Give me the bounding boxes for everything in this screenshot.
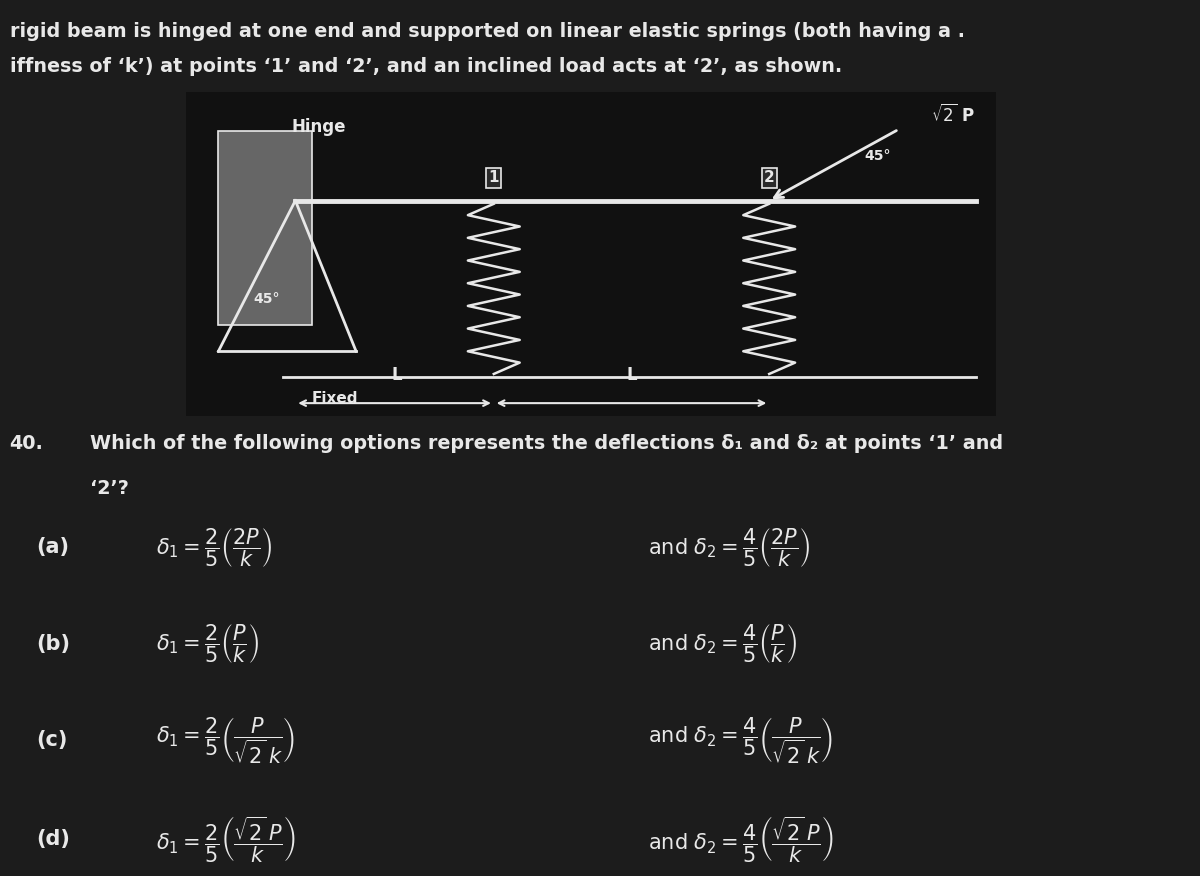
Text: L: L [391,366,402,385]
Text: 2: 2 [764,170,774,186]
Text: $\delta_1 = \dfrac{2}{5}\left(\dfrac{\sqrt{2}\,P}{k}\right)$: $\delta_1 = \dfrac{2}{5}\left(\dfrac{\sq… [156,814,296,865]
Text: (d): (d) [36,830,70,849]
Text: Fixed: Fixed [312,392,358,406]
Text: and $\delta_2 = \dfrac{4}{5}\left(\dfrac{2P}{k}\right)$: and $\delta_2 = \dfrac{4}{5}\left(\dfrac… [648,526,810,569]
Bar [218,131,312,325]
Text: rigid beam is hinged at one end and supported on linear elastic springs (both ha: rigid beam is hinged at one end and supp… [10,22,965,41]
Text: and $\delta_2 = \dfrac{4}{5}\left(\dfrac{P}{k}\right)$: and $\delta_2 = \dfrac{4}{5}\left(\dfrac… [648,622,797,666]
Text: $\delta_1 = \dfrac{2}{5}\left(\dfrac{2P}{k}\right)$: $\delta_1 = \dfrac{2}{5}\left(\dfrac{2P}… [156,526,272,569]
Text: L: L [626,366,637,385]
Text: ‘2’?: ‘2’? [90,479,128,498]
Text: $\delta_1 = \dfrac{2}{5}\left(\dfrac{P}{\sqrt{2}\,k}\right)$: $\delta_1 = \dfrac{2}{5}\left(\dfrac{P}{… [156,715,295,766]
Text: (b): (b) [36,634,70,653]
Text: and $\delta_2 = \dfrac{4}{5}\left(\dfrac{P}{\sqrt{2}\,k}\right)$: and $\delta_2 = \dfrac{4}{5}\left(\dfrac… [648,715,833,766]
Text: Hinge: Hinge [292,118,346,136]
Text: 1: 1 [488,170,499,186]
Text: $\delta_1 = \dfrac{2}{5}\left(\dfrac{P}{k}\right)$: $\delta_1 = \dfrac{2}{5}\left(\dfrac{P}{… [156,622,259,666]
Text: 45°: 45° [864,149,890,163]
Text: (a): (a) [36,538,70,557]
Text: 45°: 45° [253,293,281,307]
Text: Which of the following options represents the deflections δ₁ and δ₂ at points ‘1: Which of the following options represent… [90,434,1003,453]
Text: (c): (c) [36,731,67,750]
Text: iffness of ‘k’) at points ‘1’ and ‘2’, and an inclined load acts at ‘2’, as show: iffness of ‘k’) at points ‘1’ and ‘2’, a… [10,57,842,76]
Text: 40.: 40. [10,434,43,453]
Text: $\sqrt{2}$ P: $\sqrt{2}$ P [931,104,974,126]
Text: and $\delta_2 = \dfrac{4}{5}\left(\dfrac{\sqrt{2}\,P}{k}\right)$: and $\delta_2 = \dfrac{4}{5}\left(\dfrac… [648,814,834,865]
